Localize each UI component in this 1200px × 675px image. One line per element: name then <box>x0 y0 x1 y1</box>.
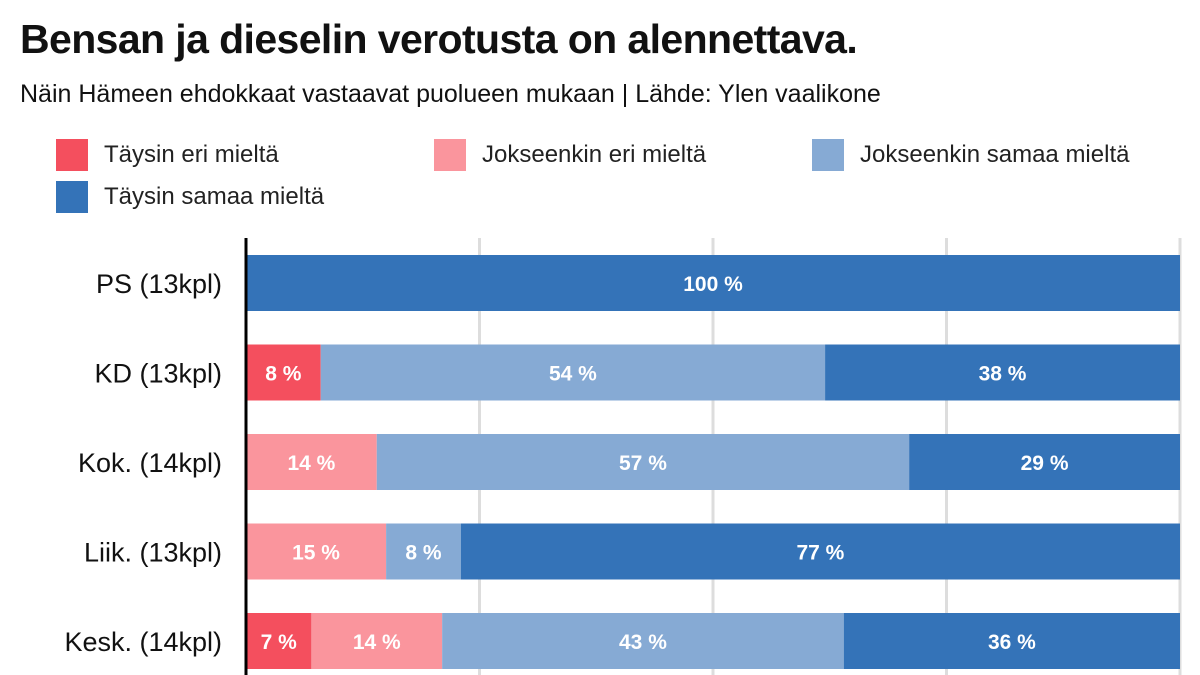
legend-label: Täysin samaa mieltä <box>104 183 325 210</box>
legend-swatch-jokseenkin-samaa <box>812 139 844 171</box>
category-label: Kok. (14kpl) <box>78 448 222 478</box>
bar-segment <box>825 344 1180 401</box>
category-label: KD (13kpl) <box>94 359 222 389</box>
chart-title: Bensan ja dieselin verotusta on alennett… <box>20 16 858 62</box>
legend-label: Jokseenkin samaa mieltä <box>860 141 1130 168</box>
bar-value-label: 77 % <box>796 542 844 565</box>
bar-value-label: 38 % <box>979 363 1027 386</box>
bar-segment <box>311 613 443 669</box>
bar-value-label: 36 % <box>988 631 1036 654</box>
legend-label: Täysin eri mieltä <box>104 141 279 168</box>
bar-segment <box>843 613 1180 669</box>
legend-swatch-jokseenkin-eri <box>434 139 466 171</box>
bar-value-label: 29 % <box>1021 452 1069 475</box>
legend-swatch-taysin-eri <box>56 139 88 171</box>
bar-value-label: 8 % <box>405 542 442 565</box>
bar-segment <box>376 434 910 490</box>
bar-value-label: 15 % <box>292 542 340 565</box>
bar-segment <box>246 523 387 580</box>
bar-segment <box>386 523 461 580</box>
legend-item-jokseenkin-samaa: Jokseenkin samaa mieltä <box>812 139 1129 171</box>
bar-value-label: 100 % <box>683 273 743 296</box>
chart-subtitle: Näin Hämeen ehdokkaat vastaavat puolueen… <box>20 80 881 108</box>
category-label: Liik. (13kpl) <box>84 538 222 568</box>
bar-segment <box>246 613 312 669</box>
legend-label: Jokseenkin eri mieltä <box>482 141 707 168</box>
category-label: Kesk. (14kpl) <box>64 627 222 657</box>
bar-value-label: 14 % <box>353 631 401 654</box>
bar-value-label: 7 % <box>261 631 298 654</box>
bar-segment <box>320 344 826 401</box>
bar-segment <box>246 344 321 401</box>
legend-item-taysin-eri: Täysin eri mieltä <box>56 139 279 171</box>
bar-value-label: 54 % <box>549 363 597 386</box>
bar-segment <box>246 434 377 490</box>
bar-value-label: 43 % <box>619 631 667 654</box>
bar-segment <box>909 434 1180 490</box>
legend-swatch-taysin-samaa <box>56 181 88 213</box>
bar-value-label: 14 % <box>287 452 335 475</box>
bar-segment <box>246 255 1180 311</box>
bar-segment <box>442 613 844 669</box>
bar-value-label: 8 % <box>265 363 302 386</box>
bar-segment <box>460 523 1180 580</box>
legend-item-taysin-samaa: Täysin samaa mieltä <box>56 181 324 213</box>
bar-value-label: 57 % <box>619 452 667 475</box>
legend-item-jokseenkin-eri: Jokseenkin eri mieltä <box>434 139 706 171</box>
category-label: PS (13kpl) <box>96 269 222 299</box>
